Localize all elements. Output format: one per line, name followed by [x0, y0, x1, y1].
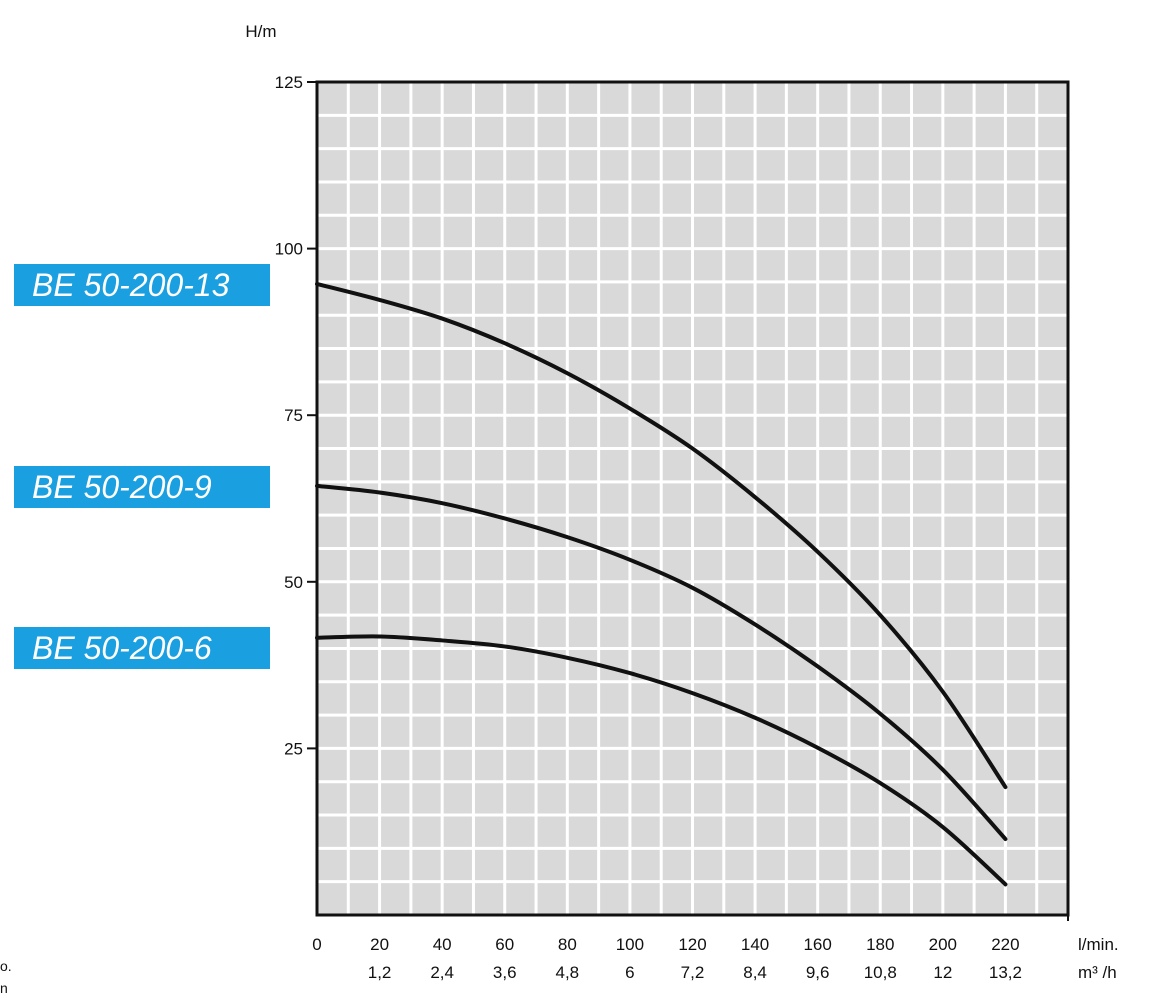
x2-tick-label: 1,2 — [368, 963, 392, 982]
x-tick-label: 200 — [929, 935, 957, 954]
x-axis-label-secondary: m³ /h — [1078, 963, 1117, 982]
x-tick-label: 160 — [803, 935, 831, 954]
series-label-be-50-200-9: BE 50-200-9 — [14, 466, 270, 508]
x-tick-label: 180 — [866, 935, 894, 954]
x2-tick-label: 6 — [625, 963, 634, 982]
x2-tick-label: 13,2 — [989, 963, 1022, 982]
x-tick-label: 120 — [678, 935, 706, 954]
y-tick-label: 125 — [275, 73, 303, 92]
y-tick-label: 25 — [284, 739, 303, 758]
x2-tick-label: 9,6 — [806, 963, 830, 982]
x-tick-label: 20 — [370, 935, 389, 954]
y-tick-label: 100 — [275, 240, 303, 259]
x2-tick-label: 10,8 — [864, 963, 897, 982]
y-axis-label: H/m — [245, 22, 276, 41]
y-tick-label: 50 — [284, 573, 303, 592]
edge-text-fragment: o. — [0, 958, 12, 974]
edge-text-fragment: n — [0, 980, 8, 996]
x-tick-label: 60 — [495, 935, 514, 954]
x2-tick-label: 4,8 — [556, 963, 580, 982]
x-axis-label: l/min. — [1078, 935, 1119, 954]
series-label-be-50-200-13: BE 50-200-13 — [14, 264, 270, 306]
x2-tick-label: 8,4 — [743, 963, 767, 982]
series-line-be-50-200-6 — [315, 634, 1008, 887]
plot-frame — [315, 80, 1070, 917]
x2-tick-label: 12 — [933, 963, 952, 982]
x-tick-label: 0 — [312, 935, 321, 954]
x-tick-label: 140 — [741, 935, 769, 954]
y-tick-label: 75 — [284, 406, 303, 425]
x2-tick-label: 3,6 — [493, 963, 517, 982]
x2-tick-label: 2,4 — [430, 963, 454, 982]
series-line-be-50-200-9 — [315, 483, 1008, 842]
x2-tick-label: 7,2 — [681, 963, 705, 982]
x-tick-label: 80 — [558, 935, 577, 954]
series-label-be-50-200-6: BE 50-200-6 — [14, 627, 270, 669]
x-tick-label: 100 — [616, 935, 644, 954]
series-line-be-50-200-13 — [315, 281, 1008, 790]
x-tick-label: 40 — [433, 935, 452, 954]
x-tick-label: 220 — [991, 935, 1019, 954]
